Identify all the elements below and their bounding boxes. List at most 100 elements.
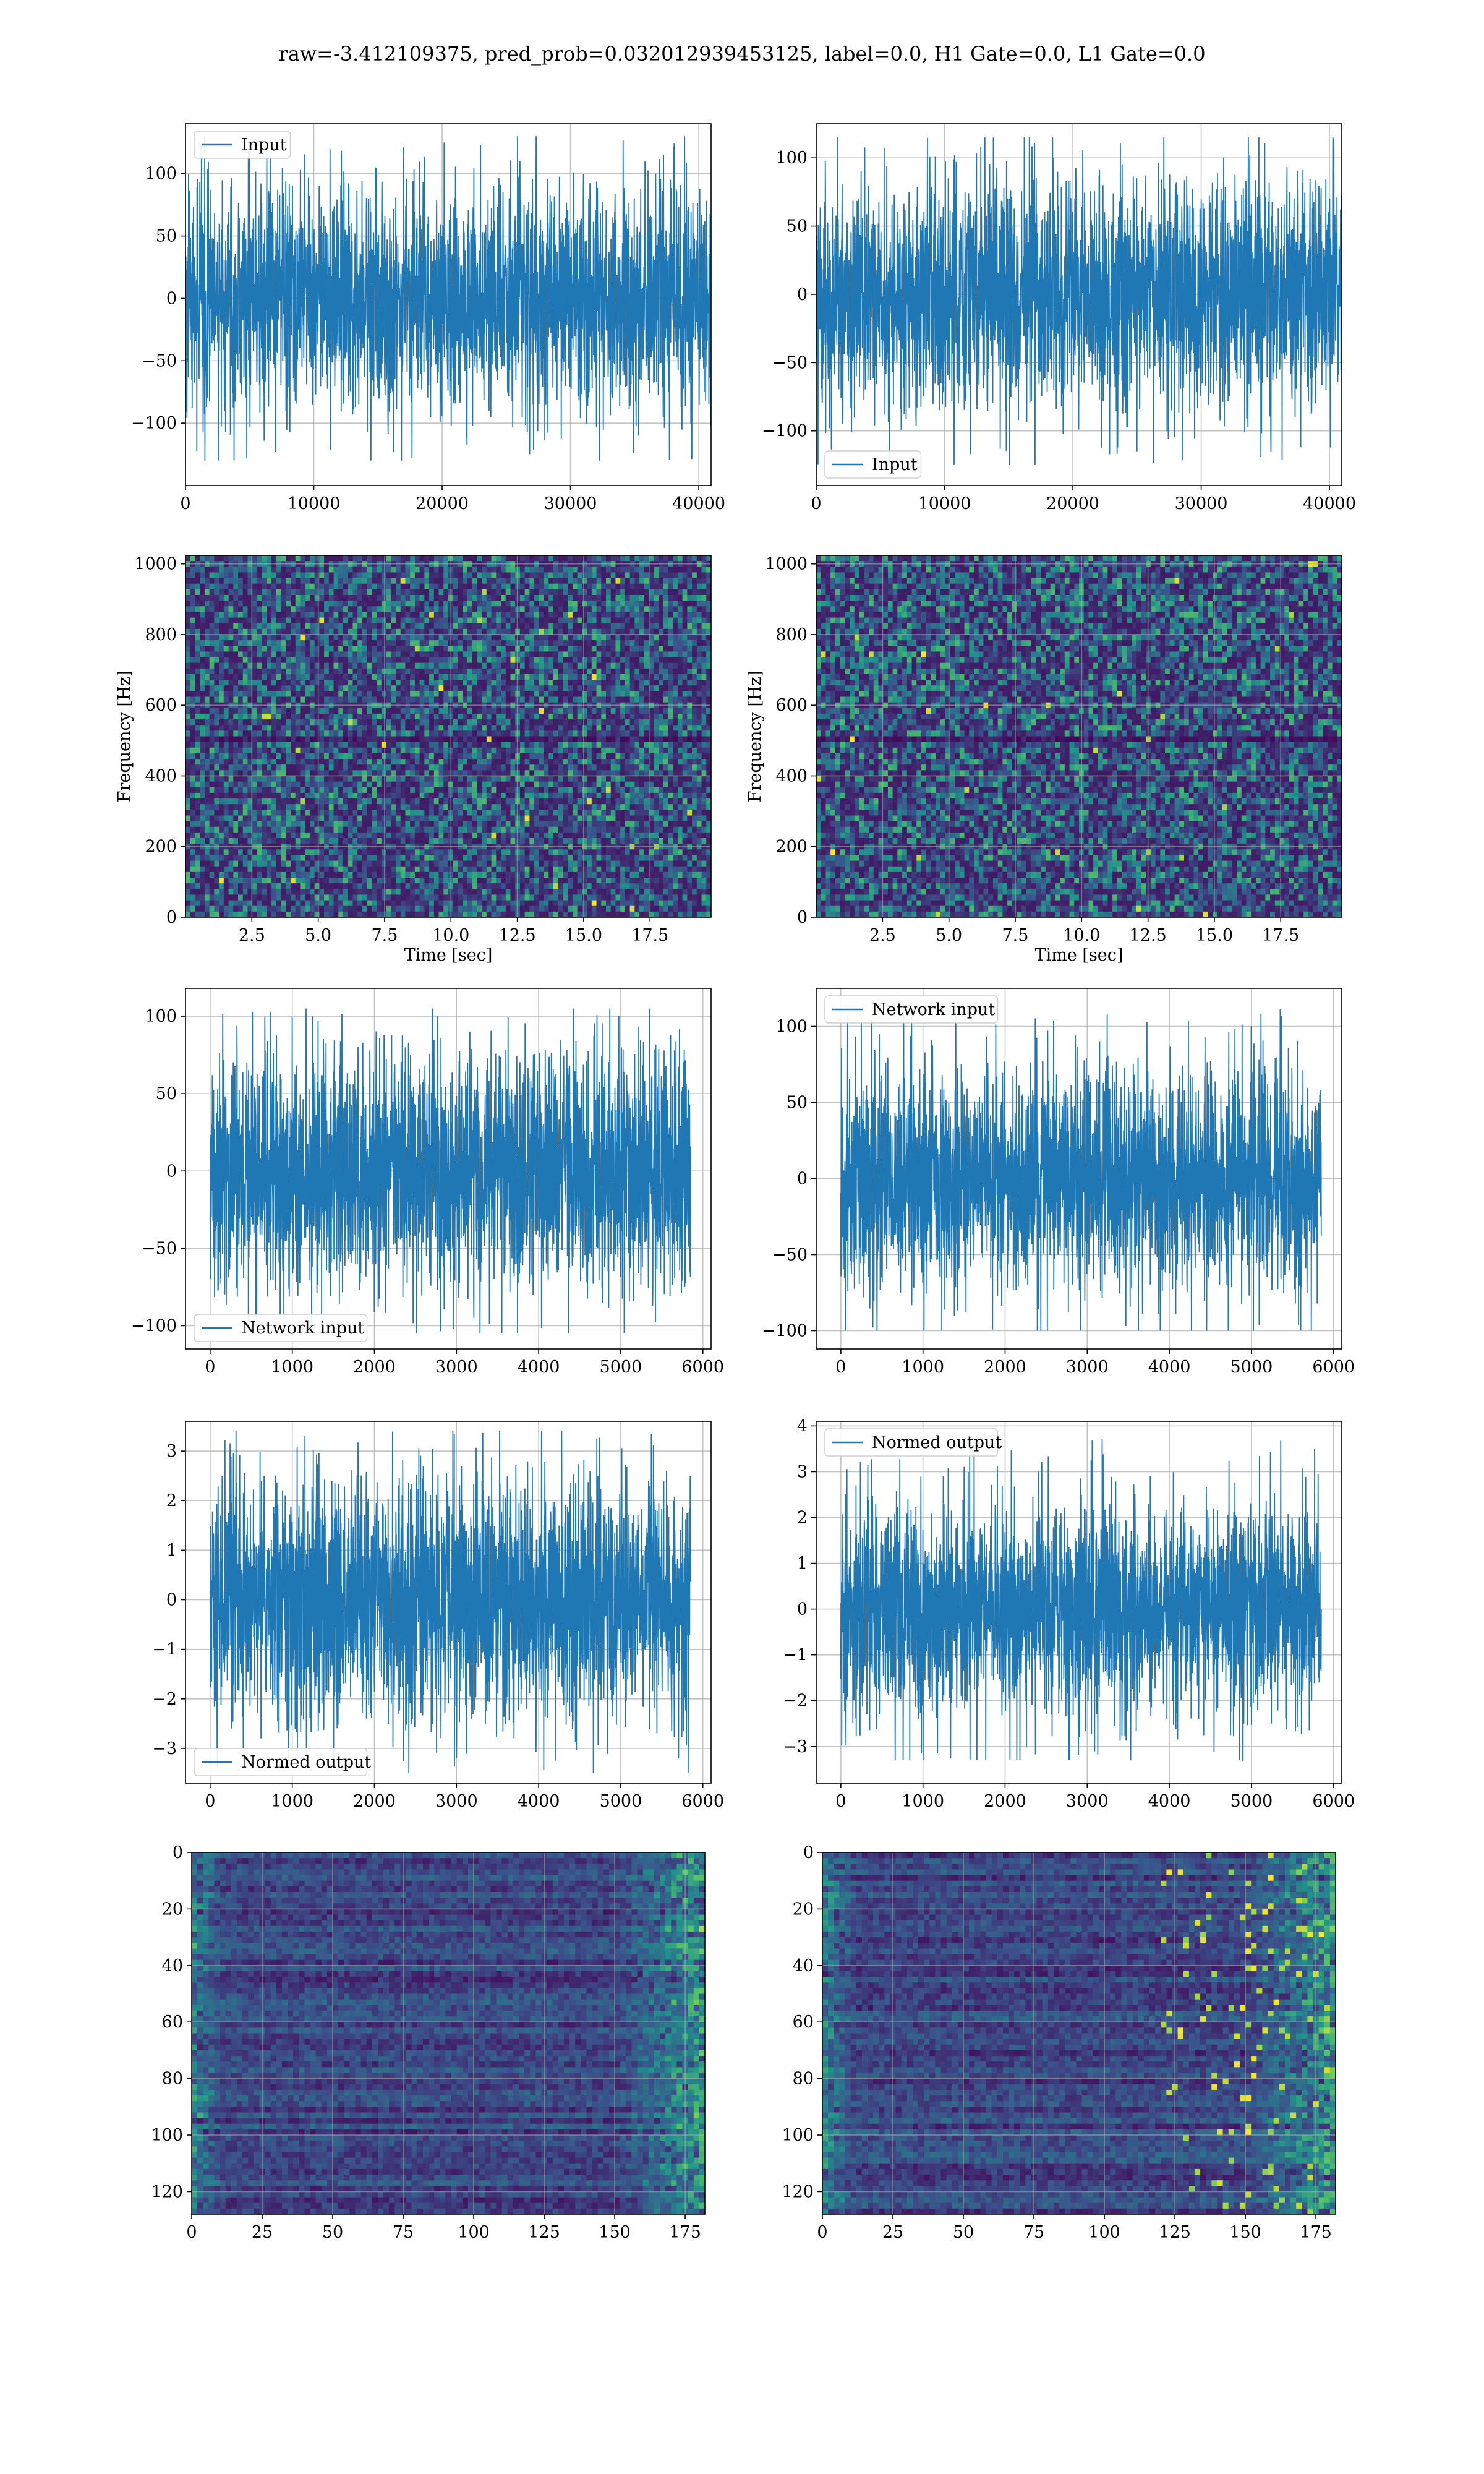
normed-output-l1-ytick-label: 4 xyxy=(797,1416,808,1436)
network-input-l1-xtick-label: 3000 xyxy=(1066,1358,1109,1377)
feature-map-h1-xtick-label: 150 xyxy=(599,2223,631,2242)
normed-output-l1-xtick-label: 3000 xyxy=(1066,1792,1109,1811)
normed-output-h1-ticks: 0 1000 2000 3000 4000 5000 6000 −3 −2 −1 0 1 2 3 xyxy=(152,1442,724,1811)
normed-output-h1-xtick-label: 4000 xyxy=(518,1792,560,1811)
normed-output-h1-xtick-label: 3000 xyxy=(435,1792,478,1811)
input-h1-ytick-label: −50 xyxy=(142,351,177,370)
spectrogram-l1-grid xyxy=(816,555,1342,917)
input-h1-svg: Input 0 10000 20000 30000 40000 −100 −50 0 50 100 xyxy=(131,123,725,513)
normed-output-l1-legend-box xyxy=(824,1428,999,1457)
spectrogram-h1-ytick-label: 600 xyxy=(145,696,177,715)
normed-output-h1-frame xyxy=(185,1421,712,1784)
input-h1-ytick-label: −100 xyxy=(131,414,177,433)
spectrogram-h1-xtick-label: 15.0 xyxy=(565,926,602,945)
normed-output-h1-xtick-label: 6000 xyxy=(681,1792,724,1811)
network-input-h1-ticks: 0 1000 2000 3000 4000 5000 6000 −100 −50 0 50 100 xyxy=(131,1007,724,1377)
network-input-h1-xtick-label: 1000 xyxy=(271,1358,313,1377)
normed-output-h1-xtick-label: 5000 xyxy=(600,1792,642,1811)
spectrogram-h1-heatmap xyxy=(186,555,711,917)
normed-output-h1-ytick-label: −1 xyxy=(152,1640,177,1659)
spectrogram-h1-xtick-label: 17.5 xyxy=(631,926,668,945)
normed-output-h1-ytick-label: 3 xyxy=(166,1442,177,1461)
spectrogram-l1-ytick-label: 1000 xyxy=(765,555,808,574)
feature-map-h1-xtick-label: 25 xyxy=(252,2223,273,2242)
network-input-h1-xtick-label: 3000 xyxy=(435,1358,478,1377)
input-h1-xtick-label: 20000 xyxy=(416,494,469,513)
normed-output-l1-plot-area xyxy=(816,1421,1342,1783)
figure-title: raw=-3.412109375, pred_prob=0.0320129394… xyxy=(0,42,1484,66)
normed-output-h1-plot-area xyxy=(186,1421,711,1783)
normed-output-l1-ytick-label: 0 xyxy=(797,1600,808,1619)
spectrogram-h1-xtick-label: 2.5 xyxy=(239,926,265,945)
spectrogram-h1-ytick-label: 0 xyxy=(166,908,177,927)
input-h1-ytick-label: 100 xyxy=(145,165,177,184)
panel-network-input-h1: Network input 0 1000 2000 3000 4000 5000 6000 −1… xyxy=(131,988,724,1377)
network-input-l1-xtick-label: 2000 xyxy=(984,1358,1026,1377)
input-h1-ytick-label: 50 xyxy=(156,227,177,246)
network-input-l1-ytick-label: 50 xyxy=(787,1093,808,1112)
normed-output-h1-ytick-label: 0 xyxy=(166,1590,177,1609)
spectrogram-l1-ticks: 2.5 5.0 7.5 10.0 12.5 15.0 17.5 0 200 400 600 800 10… xyxy=(765,555,1299,945)
feature-map-l1-plot-area xyxy=(822,1852,1336,2214)
spectrogram-h1-xlabel: Time [sec] xyxy=(404,946,493,965)
normed-output-l1-xtick-label: 4000 xyxy=(1148,1792,1191,1811)
normed-output-h1-xtick-label: 2000 xyxy=(353,1792,396,1811)
input-l1-ytick-label: −100 xyxy=(762,422,808,441)
panel-spectrogram-h1: 2.5 5.0 7.5 10.0 12.5 15.0 17.5 0 200 400 600 800 10… xyxy=(115,555,712,965)
network-input-h1-ytick-label: −50 xyxy=(142,1239,177,1258)
normed-output-l1-series-line xyxy=(840,1437,1322,1761)
spectrogram-h1-xtick-label: 7.5 xyxy=(371,926,398,945)
feature-map-l1-ytick-label: 20 xyxy=(793,1899,814,1919)
spectrogram-h1-svg: 2.5 5.0 7.5 10.0 12.5 15.0 17.5 0 200 400 600 800 10… xyxy=(115,555,712,965)
feature-map-h1-ytick-label: 20 xyxy=(162,1899,183,1919)
spectrogram-l1-ytick-label: 800 xyxy=(775,625,808,644)
feature-map-h1-ytick-label: 120 xyxy=(151,2182,183,2201)
spectrogram-h1-xtick-label: 5.0 xyxy=(305,926,331,945)
input-h1-legend: Input xyxy=(194,131,291,159)
network-input-l1-xtick-label: 4000 xyxy=(1148,1358,1191,1377)
normed-output-l1-legend-label: Normed output xyxy=(872,1433,1002,1452)
feature-map-l1-xtick-label: 125 xyxy=(1159,2223,1191,2242)
spectrogram-l1-xtick-label: 17.5 xyxy=(1262,926,1299,945)
network-input-h1-xtick-label: 4000 xyxy=(518,1358,560,1377)
normed-output-l1-xtick-label: 6000 xyxy=(1312,1792,1355,1811)
input-l1-ytick-label: 100 xyxy=(775,148,808,168)
feature-map-h1-xtick-label: 0 xyxy=(186,2223,197,2242)
input-l1-xtick-label: 30000 xyxy=(1175,494,1228,513)
normed-output-l1-legend: Normed output xyxy=(824,1428,1002,1457)
spectrogram-h1-ytick-label: 400 xyxy=(145,766,177,785)
input-h1-series-line xyxy=(186,136,711,461)
network-input-h1-ytick-label: −100 xyxy=(131,1316,177,1335)
input-l1-frame xyxy=(816,123,1342,486)
feature-map-h1-ytick-label: 100 xyxy=(151,2126,183,2145)
network-input-l1-ytick-label: −100 xyxy=(762,1321,808,1340)
spectrogram-l1-svg: 2.5 5.0 7.5 10.0 12.5 15.0 17.5 0 200 400 600 800 10… xyxy=(746,555,1342,965)
network-input-h1-xtick-label: 6000 xyxy=(681,1358,724,1377)
normed-output-h1-svg: Normed output 0 1000 2000 3000 4000 5000 6000 −3… xyxy=(152,1421,724,1811)
feature-map-l1-xtick-label: 75 xyxy=(1023,2223,1044,2242)
network-input-l1-ytick-label: 0 xyxy=(797,1169,808,1188)
normed-output-h1-series-line xyxy=(209,1431,691,1774)
spectrogram-l1-plot-area xyxy=(816,555,1342,917)
input-l1-ticks: 0 10000 20000 30000 40000 −100 −50 0 50 100 xyxy=(762,148,1356,513)
network-input-l1-legend: Network input xyxy=(824,995,999,1024)
network-input-l1-series-line xyxy=(840,1009,1322,1331)
network-input-l1-ytick-label: 100 xyxy=(775,1017,808,1036)
panel-spectrogram-l1: 2.5 5.0 7.5 10.0 12.5 15.0 17.5 0 200 400 600 800 10… xyxy=(746,555,1342,965)
network-input-h1-legend-label: Network input xyxy=(241,1319,364,1338)
spectrogram-l1-ytick-label: 200 xyxy=(775,837,808,857)
spectrogram-h1-ticks: 2.5 5.0 7.5 10.0 12.5 15.0 17.5 0 200 400 600 800 10… xyxy=(134,555,668,945)
feature-map-l1-ticks: 0 25 50 75 100 125 150 175 0 20 40 60 80 100 120 xyxy=(782,1843,1331,2242)
network-input-l1-legend-label: Network input xyxy=(872,1000,995,1019)
input-l1-legend: Input xyxy=(824,450,922,479)
input-l1-legend-box xyxy=(824,450,922,479)
feature-map-l1-svg: 0 25 50 75 100 125 150 175 0 20 40 60 80 100 120 xyxy=(782,1843,1336,2242)
feature-map-h1-xtick-label: 75 xyxy=(393,2223,414,2242)
network-input-h1-xtick-label: 5000 xyxy=(600,1358,642,1377)
input-l1-xtick-label: 20000 xyxy=(1046,494,1099,513)
spectrogram-h1-plot-area xyxy=(186,555,711,917)
spectrogram-h1-ytick-label: 200 xyxy=(145,837,177,857)
network-input-h1-series-line xyxy=(209,1008,691,1334)
input-h1-ytick-label: 0 xyxy=(166,289,177,308)
feature-map-l1-ytick-label: 100 xyxy=(782,2126,814,2145)
